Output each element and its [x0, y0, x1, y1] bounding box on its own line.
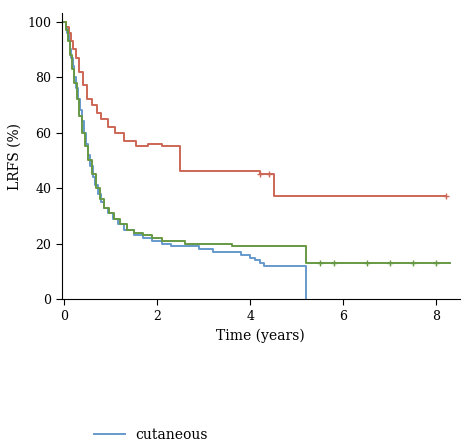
X-axis label: Time (years): Time (years)	[216, 328, 305, 343]
Legend: cutaneous, other (deep tissue), breast: cutaneous, other (deep tissue), breast	[89, 422, 274, 440]
Y-axis label: LRFS (%): LRFS (%)	[8, 123, 22, 190]
